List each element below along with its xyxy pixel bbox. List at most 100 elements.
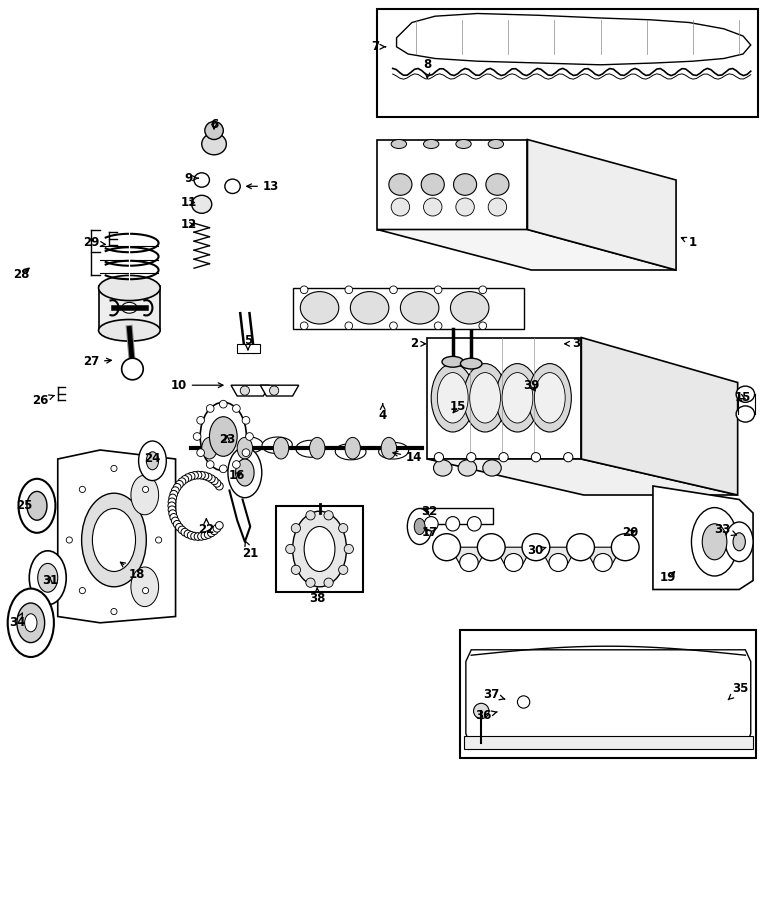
Ellipse shape — [187, 532, 195, 539]
Ellipse shape — [339, 565, 348, 574]
Ellipse shape — [142, 588, 149, 594]
Ellipse shape — [531, 453, 541, 462]
Ellipse shape — [170, 514, 178, 521]
Polygon shape — [420, 508, 493, 524]
Ellipse shape — [479, 322, 487, 329]
Ellipse shape — [169, 494, 176, 502]
Polygon shape — [653, 486, 753, 590]
Bar — [464, 736, 753, 749]
Ellipse shape — [242, 417, 249, 424]
Text: 38: 38 — [309, 589, 326, 605]
Ellipse shape — [207, 475, 215, 482]
Ellipse shape — [431, 364, 474, 432]
Text: 15: 15 — [450, 400, 467, 413]
Ellipse shape — [173, 520, 181, 528]
Polygon shape — [296, 440, 324, 457]
Ellipse shape — [456, 198, 474, 216]
Ellipse shape — [549, 554, 567, 572]
Ellipse shape — [92, 508, 136, 572]
Ellipse shape — [216, 482, 223, 490]
Ellipse shape — [202, 437, 217, 459]
Ellipse shape — [528, 364, 571, 432]
Text: 7: 7 — [372, 40, 386, 53]
Ellipse shape — [391, 140, 407, 148]
Ellipse shape — [8, 589, 54, 657]
Text: 28: 28 — [13, 268, 30, 281]
Text: 11: 11 — [180, 196, 197, 209]
Ellipse shape — [139, 441, 166, 481]
Polygon shape — [466, 650, 751, 749]
Text: 34: 34 — [8, 613, 25, 629]
Ellipse shape — [206, 405, 214, 412]
Ellipse shape — [611, 534, 639, 561]
Text: 23: 23 — [219, 433, 236, 446]
Ellipse shape — [200, 402, 246, 471]
Ellipse shape — [496, 364, 539, 432]
Ellipse shape — [499, 453, 508, 462]
Ellipse shape — [191, 532, 199, 540]
Text: 20: 20 — [621, 526, 638, 539]
Text: 8: 8 — [424, 58, 431, 77]
Ellipse shape — [79, 486, 85, 492]
Ellipse shape — [146, 452, 159, 470]
Ellipse shape — [187, 472, 195, 480]
Text: 22: 22 — [198, 519, 215, 536]
Ellipse shape — [168, 498, 176, 506]
Bar — [99, 286, 160, 328]
Text: 37: 37 — [483, 688, 505, 701]
Ellipse shape — [206, 461, 214, 468]
Ellipse shape — [594, 554, 612, 572]
Ellipse shape — [99, 275, 160, 301]
Ellipse shape — [194, 472, 202, 479]
Polygon shape — [58, 450, 176, 623]
Ellipse shape — [193, 433, 201, 440]
Ellipse shape — [467, 517, 481, 531]
Text: 13: 13 — [246, 180, 280, 193]
Polygon shape — [527, 140, 676, 270]
Text: 5: 5 — [244, 334, 252, 350]
Ellipse shape — [400, 292, 439, 324]
Text: 32: 32 — [421, 505, 438, 518]
Ellipse shape — [66, 537, 72, 543]
Text: 25: 25 — [16, 500, 33, 512]
Ellipse shape — [390, 286, 397, 293]
Text: 15: 15 — [735, 392, 752, 404]
Ellipse shape — [488, 140, 504, 148]
Ellipse shape — [213, 480, 221, 487]
Ellipse shape — [424, 140, 439, 148]
Ellipse shape — [479, 286, 487, 293]
Text: 4: 4 — [379, 404, 387, 422]
Ellipse shape — [184, 473, 192, 482]
Ellipse shape — [567, 534, 594, 561]
Ellipse shape — [246, 433, 253, 440]
Ellipse shape — [131, 475, 159, 515]
Ellipse shape — [270, 386, 279, 395]
Ellipse shape — [434, 453, 444, 462]
Ellipse shape — [702, 524, 727, 560]
Ellipse shape — [291, 524, 300, 533]
Ellipse shape — [456, 140, 471, 148]
Ellipse shape — [17, 603, 45, 643]
Text: 33: 33 — [714, 523, 736, 536]
Text: 6: 6 — [210, 118, 218, 130]
Ellipse shape — [446, 517, 460, 531]
Text: 1: 1 — [681, 237, 697, 249]
Polygon shape — [335, 444, 366, 460]
Text: 2: 2 — [410, 338, 426, 350]
Ellipse shape — [286, 544, 295, 554]
Text: 14: 14 — [393, 451, 423, 464]
Ellipse shape — [38, 563, 58, 592]
Ellipse shape — [27, 491, 47, 520]
Ellipse shape — [691, 508, 738, 576]
Ellipse shape — [390, 322, 397, 329]
Ellipse shape — [111, 608, 117, 615]
Ellipse shape — [169, 509, 176, 518]
Polygon shape — [584, 547, 621, 567]
Text: 39: 39 — [523, 379, 540, 392]
Ellipse shape — [467, 453, 476, 462]
Ellipse shape — [181, 475, 189, 483]
Ellipse shape — [381, 437, 397, 459]
Ellipse shape — [293, 511, 346, 587]
Polygon shape — [540, 547, 577, 567]
Ellipse shape — [460, 554, 478, 572]
